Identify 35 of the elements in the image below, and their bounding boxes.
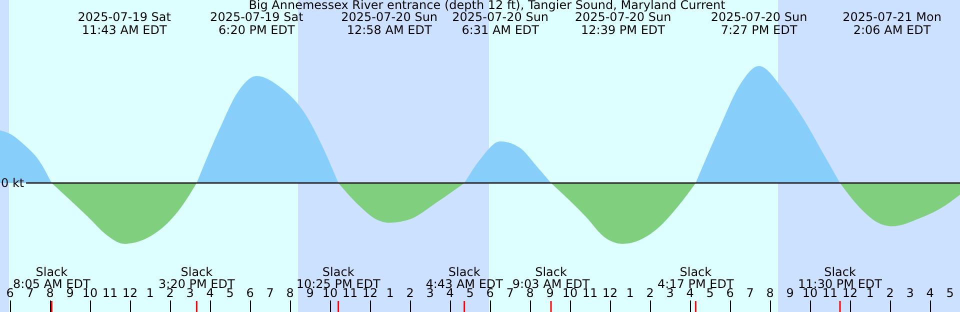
x-tick-label: 8 [766, 286, 774, 300]
x2-tick-label: 2025-07-20 Sun 12:39 PM EDT [574, 10, 672, 37]
x-tick-label: 11 [102, 286, 118, 300]
x-tick-label: 6 [246, 286, 254, 300]
x-tick-label: 9 [786, 286, 794, 300]
x2-tick-label: 2025-07-20 Sun 6:31 AM EDT [452, 10, 549, 37]
annotation: 0 kt [1, 176, 24, 190]
chart-title: Big Annemessex River entrance (depth 12 ft), Tangier Sound, Maryland Current [248, 0, 726, 12]
x-tick-label: 6 [726, 286, 734, 300]
x-tick-label: 7 [746, 286, 754, 300]
x-tick-label: 12 [122, 286, 138, 300]
x-tick-label: 10 [82, 286, 98, 300]
x-tick-label: 3 [426, 286, 434, 300]
x2-tick-label: 2025-07-20 Sun 7:27 PM EDT [710, 10, 808, 37]
x-tick-label: 2 [886, 286, 894, 300]
x-tick-label: 4 [926, 286, 934, 300]
x-tick-label: 7 [266, 286, 274, 300]
x2-tick-label: 2025-07-19 Sat 11:43 AM EDT [78, 10, 172, 37]
x-tick-label: 1 [626, 286, 634, 300]
x-tick-label: 12 [602, 286, 618, 300]
x2-tick-label: 2025-07-20 Sun 12:58 AM EDT [341, 10, 438, 37]
x-tick-label: 5 [226, 286, 234, 300]
x2-tick-label: 2025-07-21 Mon 2:06 AM EDT [842, 10, 942, 37]
x-tick-label: 1 [386, 286, 394, 300]
x2-tick-label: 2025-07-19 Sat 6:20 PM EDT [210, 10, 304, 37]
x-tick-label: 11 [582, 286, 598, 300]
x-tick-label: 7 [506, 286, 514, 300]
x-tick-label: 4 [686, 286, 694, 300]
x-tick-label: 6 [6, 286, 14, 300]
x-tick-label: 1 [146, 286, 154, 300]
x-tick-label: 3 [906, 286, 914, 300]
x-tick-label: 2 [646, 286, 654, 300]
x-tick-label: 8 [286, 286, 294, 300]
x-tick-label: 5 [946, 286, 954, 300]
x-tick-label: 2 [406, 286, 414, 300]
